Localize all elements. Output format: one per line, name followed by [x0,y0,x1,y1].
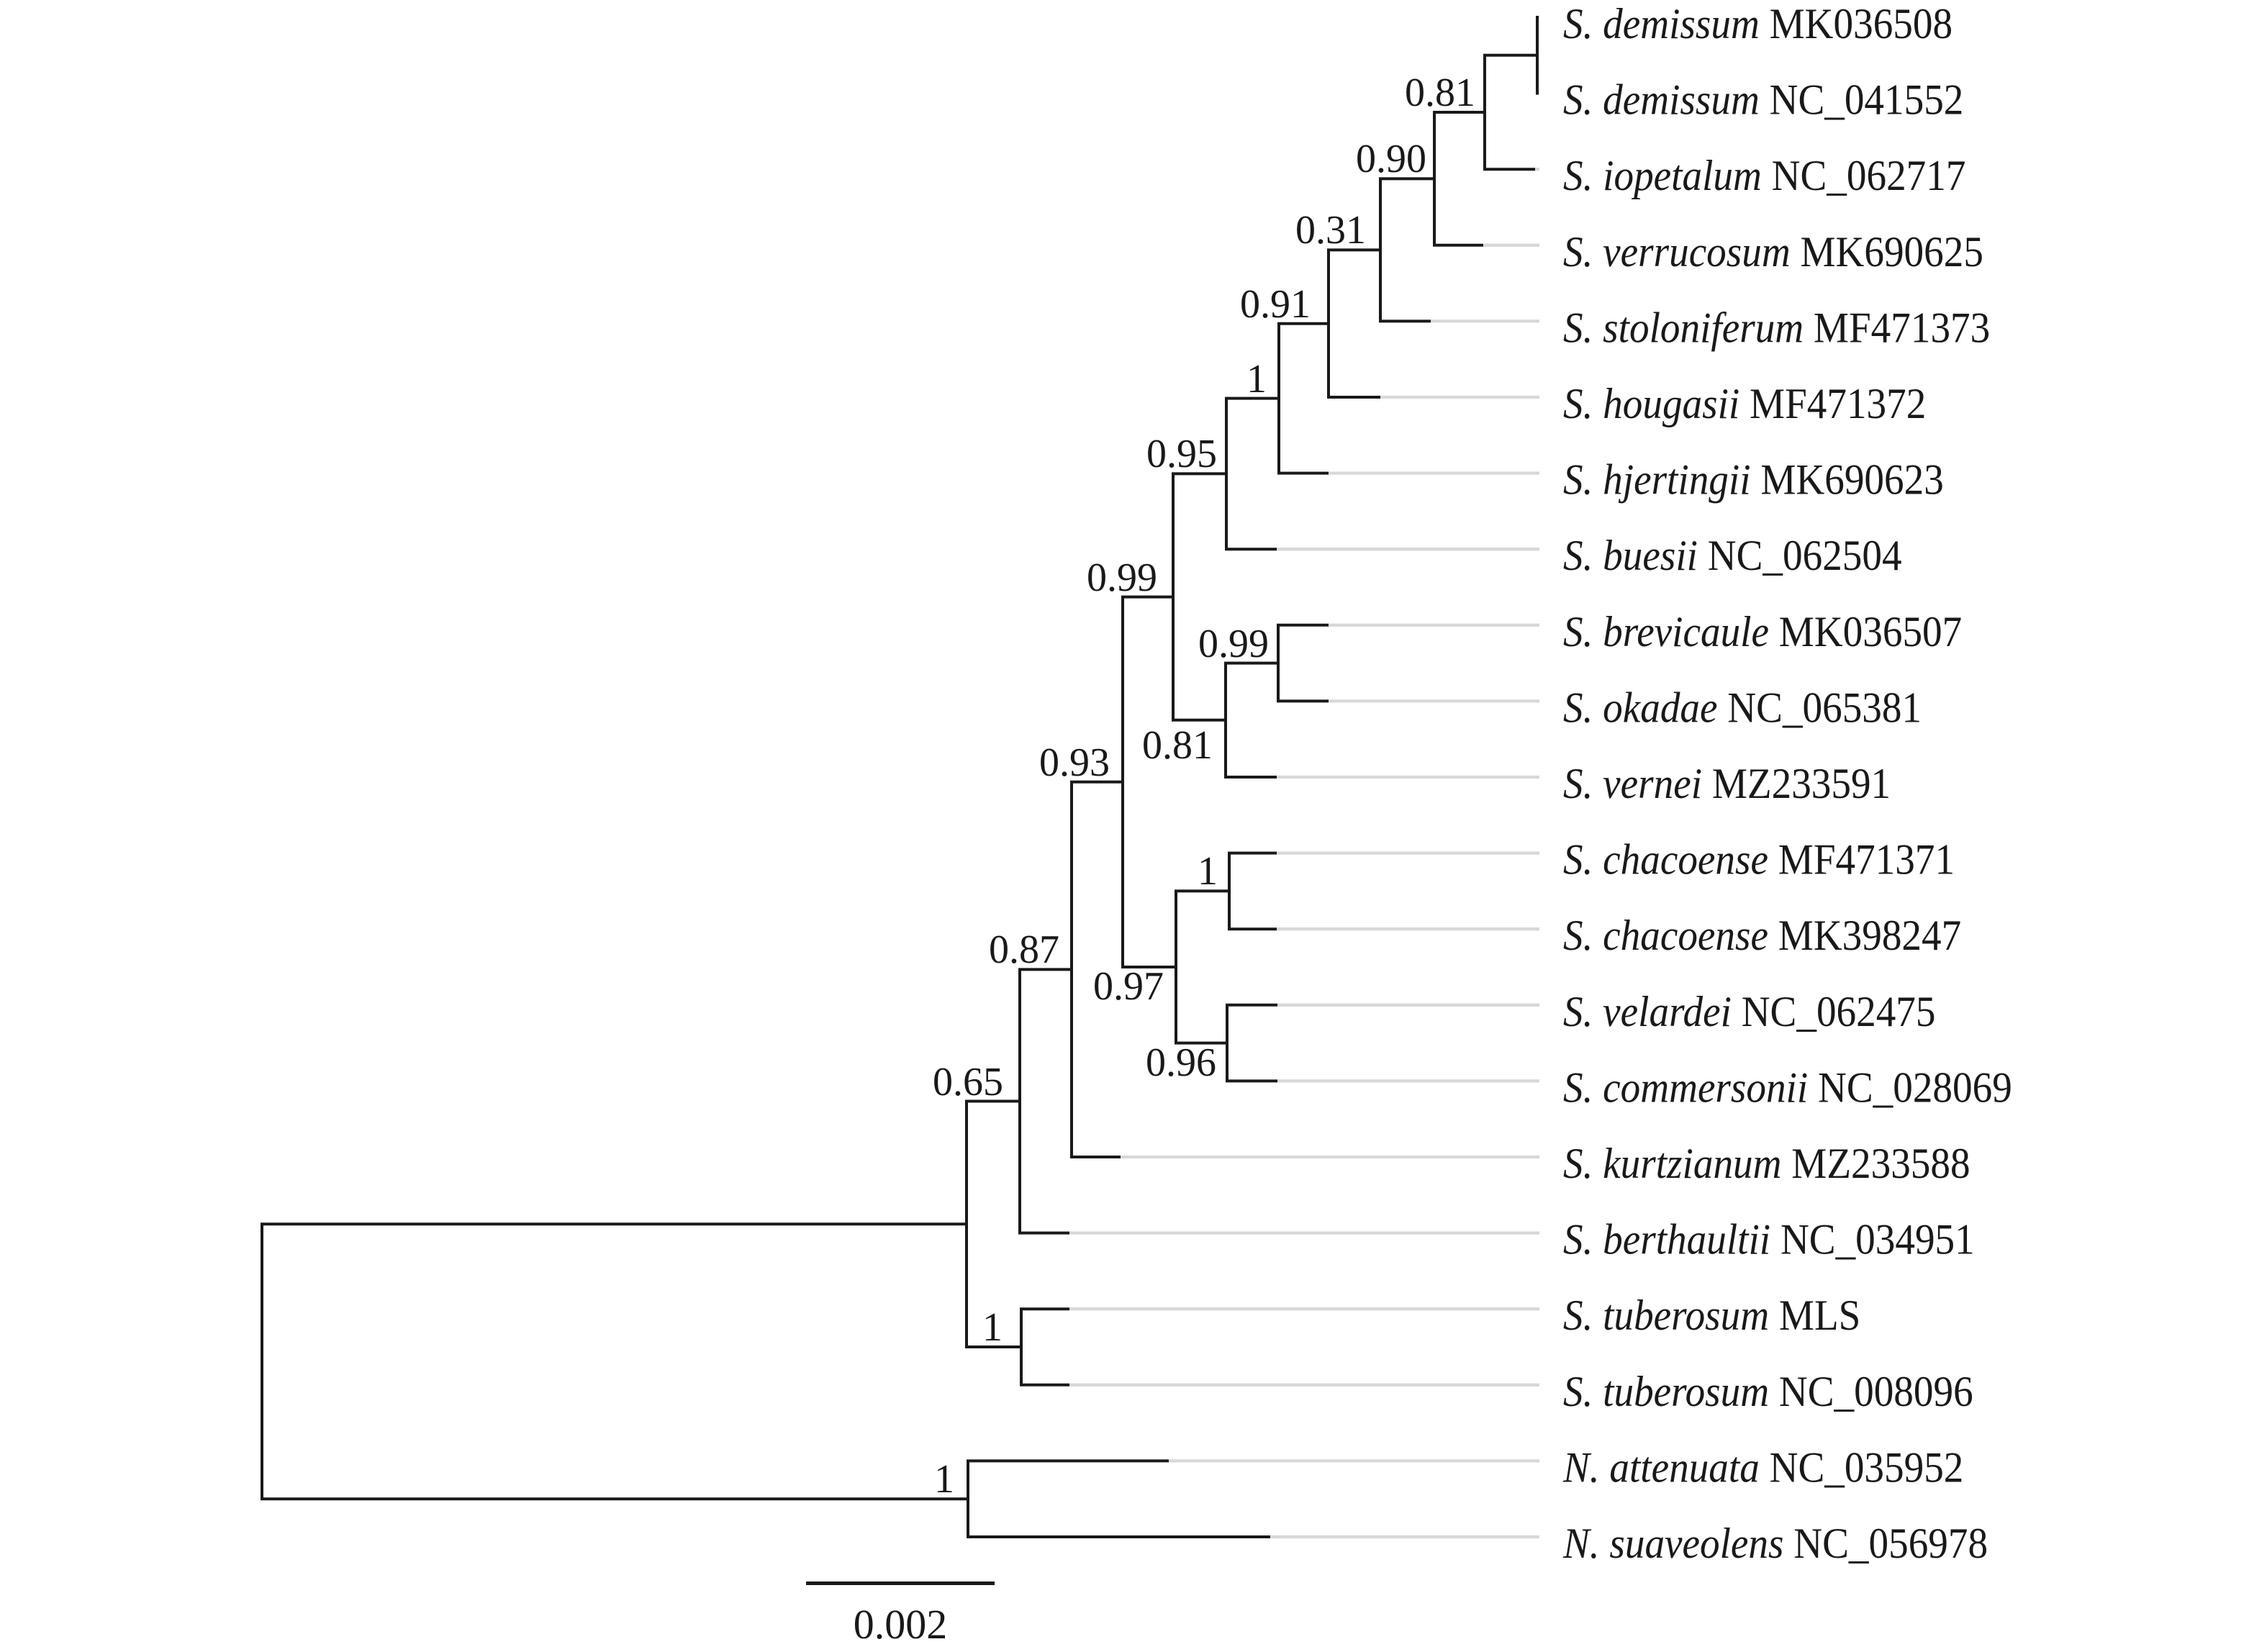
svg-text:0.65: 0.65 [933,1060,1003,1104]
svg-text:0.31: 0.31 [1295,208,1366,253]
svg-text:S. kurtzianum MZ233588: S. kurtzianum MZ233588 [1563,1140,1970,1188]
svg-text:0.99: 0.99 [1087,555,1157,600]
svg-text:S. vernei MZ233591: S. vernei MZ233591 [1563,761,1891,808]
svg-text:S. chacoense MF471371: S. chacoense MF471371 [1563,837,1955,884]
svg-text:S. buesii NC_062504: S. buesii NC_062504 [1563,532,1902,580]
svg-text:0.96: 0.96 [1146,1040,1216,1085]
svg-text:1: 1 [934,1457,954,1502]
svg-text:S. tuberosum MLS: S. tuberosum MLS [1563,1292,1860,1340]
svg-text:S. verrucosum MK690625: S. verrucosum MK690625 [1563,229,1983,276]
svg-text:S. hougasii MF471372: S. hougasii MF471372 [1563,381,1926,428]
svg-text:1: 1 [1246,357,1267,401]
svg-text:S. okadae NC_065381: S. okadae NC_065381 [1563,684,1922,732]
svg-text:S. iopetalum NC_062717: S. iopetalum NC_062717 [1563,153,1965,200]
svg-text:S. berthaultii NC_034951: S. berthaultii NC_034951 [1563,1217,1975,1264]
svg-text:N. attenuata NC_035952: N. attenuata NC_035952 [1562,1444,1963,1492]
svg-text:1: 1 [1198,849,1218,894]
svg-text:0.95: 0.95 [1146,432,1217,476]
svg-text:1: 1 [982,1305,1003,1350]
svg-text:0.99: 0.99 [1198,622,1269,666]
svg-text:S. chacoense MK398247: S. chacoense MK398247 [1563,912,1961,960]
svg-text:S. demissum NC_041552: S. demissum NC_041552 [1563,77,1963,124]
svg-text:S. tuberosum NC_008096: S. tuberosum NC_008096 [1563,1369,1973,1416]
svg-text:S. brevicaule MK036507: S. brevicaule MK036507 [1563,609,1962,656]
svg-text:S. stoloniferum MF471373: S. stoloniferum MF471373 [1563,304,1990,352]
svg-text:S. commersonii NC_028069: S. commersonii NC_028069 [1563,1064,2012,1112]
svg-text:0.91: 0.91 [1240,282,1311,327]
svg-text:S. demissum MK036508: S. demissum MK036508 [1563,1,1952,48]
svg-text:S. velardei NC_062475: S. velardei NC_062475 [1563,989,1935,1036]
svg-text:0.81: 0.81 [1142,723,1213,768]
svg-text:0.87: 0.87 [989,927,1059,972]
svg-text:N. suaveolens NC_056978: N. suaveolens NC_056978 [1562,1520,1988,1568]
svg-text:0.002: 0.002 [854,1601,948,1648]
svg-text:0.90: 0.90 [1356,137,1426,181]
svg-text:S. hjertingii MK690623: S. hjertingii MK690623 [1563,457,1944,504]
svg-text:0.93: 0.93 [1039,740,1110,785]
svg-text:0.81: 0.81 [1405,71,1475,115]
svg-text:0.97: 0.97 [1093,964,1164,1009]
